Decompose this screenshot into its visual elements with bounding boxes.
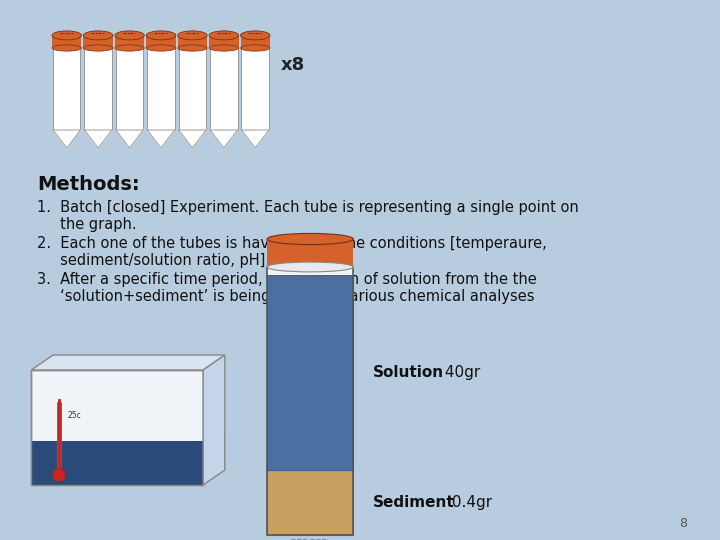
Text: 1.  Batch [closed] Experiment. Each tube is representing a single point on
     : 1. Batch [closed] Experiment. Each tube … <box>37 200 579 232</box>
Ellipse shape <box>52 31 81 40</box>
Polygon shape <box>148 130 175 148</box>
Bar <box>53 48 81 130</box>
Bar <box>267 267 354 535</box>
Text: 3.  After a specific time period, a separation of solution from the the
     ‘so: 3. After a specific time period, a separ… <box>37 272 537 305</box>
Text: x8: x8 <box>281 56 305 74</box>
Ellipse shape <box>84 31 113 40</box>
Ellipse shape <box>209 31 238 40</box>
Bar <box>179 48 206 130</box>
Text: 40gr: 40gr <box>440 365 480 380</box>
Bar <box>241 48 269 130</box>
Polygon shape <box>179 130 206 148</box>
Text: Solution: Solution <box>373 365 444 380</box>
Ellipse shape <box>267 262 354 272</box>
Text: 25c: 25c <box>68 410 81 420</box>
Ellipse shape <box>115 45 144 51</box>
Bar <box>116 48 143 130</box>
Ellipse shape <box>240 31 270 40</box>
Ellipse shape <box>267 233 354 245</box>
Polygon shape <box>84 130 112 148</box>
Text: Sediment: Sediment <box>373 495 455 510</box>
Text: 2.  Each one of the tubes is having the same conditions [temperaure,
     sedime: 2. Each one of the tubes is having the s… <box>37 236 547 268</box>
Bar <box>178 36 207 48</box>
Ellipse shape <box>178 31 207 40</box>
Polygon shape <box>32 355 225 370</box>
Circle shape <box>52 468 66 482</box>
Text: Methods:: Methods: <box>37 175 140 194</box>
Ellipse shape <box>240 45 270 51</box>
Bar <box>84 36 113 48</box>
Ellipse shape <box>146 31 176 40</box>
Bar <box>32 441 203 485</box>
Bar <box>267 239 354 267</box>
Bar <box>267 470 354 535</box>
Ellipse shape <box>84 45 113 51</box>
Polygon shape <box>203 355 225 485</box>
Polygon shape <box>116 130 143 148</box>
Bar <box>32 370 203 485</box>
Bar <box>148 48 175 130</box>
Bar <box>240 36 270 48</box>
Text: 8: 8 <box>679 517 687 530</box>
Polygon shape <box>53 130 81 148</box>
Bar <box>115 36 144 48</box>
Bar <box>32 370 203 485</box>
Ellipse shape <box>52 45 81 51</box>
Polygon shape <box>203 426 225 485</box>
Ellipse shape <box>146 45 176 51</box>
Ellipse shape <box>115 31 144 40</box>
Bar <box>210 48 238 130</box>
Ellipse shape <box>178 45 207 51</box>
Bar <box>146 36 176 48</box>
Polygon shape <box>241 130 269 148</box>
Bar <box>84 48 112 130</box>
Bar <box>209 36 238 48</box>
Bar <box>267 267 354 275</box>
Ellipse shape <box>209 45 238 51</box>
Text: 0.4gr: 0.4gr <box>446 495 492 510</box>
Polygon shape <box>210 130 238 148</box>
Bar <box>52 36 81 48</box>
Bar <box>267 275 354 470</box>
